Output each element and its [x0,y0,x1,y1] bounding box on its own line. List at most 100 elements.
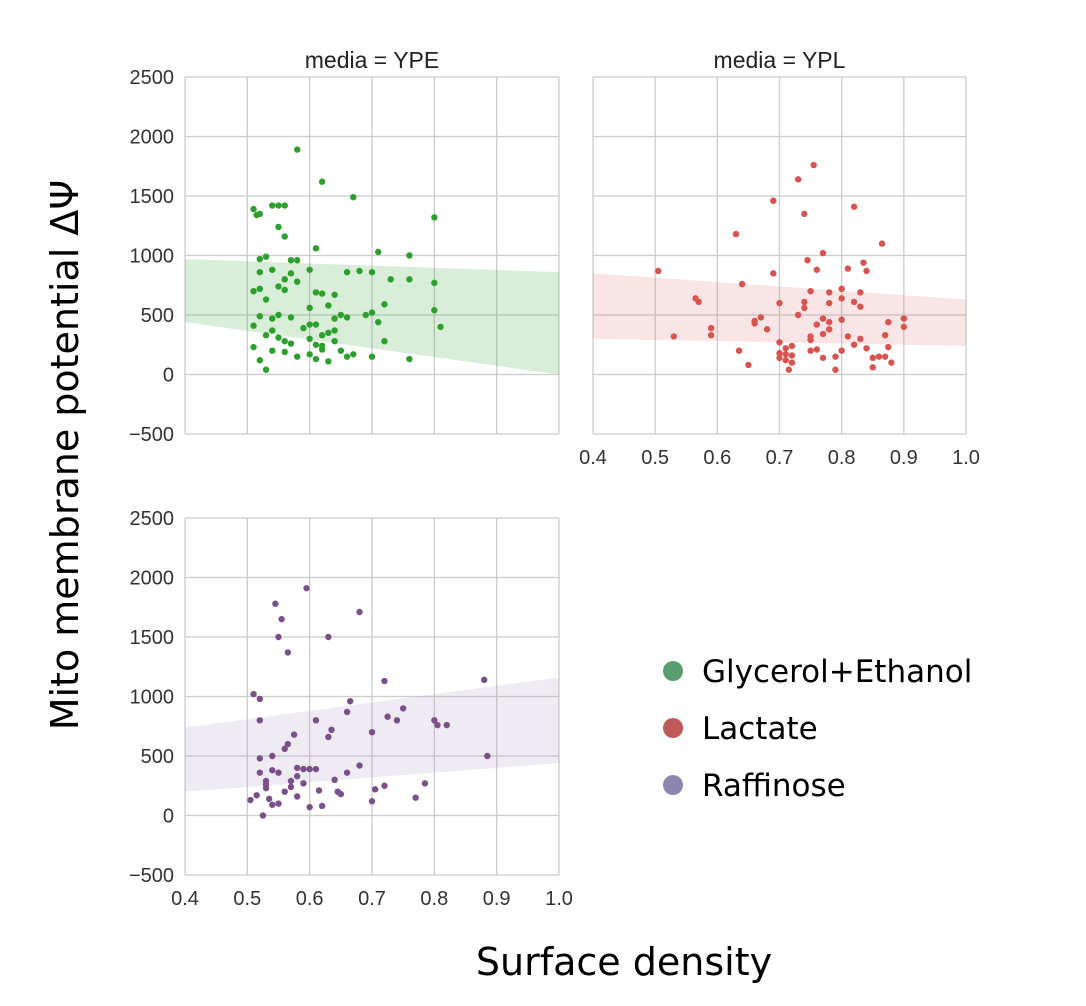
data-point [785,366,793,373]
data-point [346,698,354,705]
data-point [751,320,758,327]
data-point [745,361,752,369]
data-point [838,316,845,323]
data-point [287,257,295,264]
data-point [810,161,817,169]
data-point [819,330,827,338]
data-point [281,745,288,753]
data-point [732,230,740,238]
panel-1: −500 0 500 1000 1500 2000 2500 media = YPE [129,47,560,446]
data-point [655,267,662,275]
data-point [368,729,376,736]
data-point [875,353,883,360]
data-point [262,332,270,339]
data-point [819,315,827,322]
data-point [343,769,351,776]
legend-marker [663,775,683,795]
legend-item: Glycerol+Ethanol [663,654,972,690]
data-point [281,233,288,240]
data-point [860,259,867,266]
data-point [850,203,858,210]
data-point [325,302,332,309]
data-point [247,796,254,804]
y-tick-label: 1000 [130,246,175,268]
data-point [269,315,276,322]
data-point [290,731,298,738]
data-point [294,146,301,153]
data-point [826,326,833,333]
data-point [287,783,295,791]
data-point [281,348,288,356]
x-tick-label: 0.8 [828,447,856,469]
data-point [294,773,301,780]
data-point [312,321,320,328]
data-point [832,353,839,360]
legend: Glycerol+Ethanol Lactate Raffinose [663,654,972,804]
data-point [431,307,438,314]
data-point [757,314,765,321]
data-point [306,335,313,342]
data-point [315,787,323,794]
data-point [356,267,363,275]
legend-label: Lactate [702,711,818,747]
data-point [287,314,295,321]
legend-label: Glycerol+Ethanol [702,654,972,690]
data-point [782,345,789,352]
data-point [318,290,326,297]
data-point [262,366,270,373]
data-point [256,695,263,703]
x-tick-label: 0.5 [233,888,261,910]
data-point [387,276,394,283]
data-point [838,347,845,354]
data-point [275,633,282,641]
data-point [312,289,320,296]
data-point [826,299,833,307]
data-point [262,253,270,260]
data-point [375,248,382,256]
data-point [250,205,257,213]
x-tick-label: 0.7 [358,888,386,910]
data-point [343,268,351,276]
data-point [256,210,263,218]
data-point [312,717,320,724]
data-point [325,733,332,741]
data-point [306,765,313,773]
data-point [782,357,789,364]
data-point [412,794,419,801]
data-point [337,347,345,354]
data-point [312,245,320,252]
x-tick-label: 0.5 [641,447,669,469]
data-point [788,359,796,366]
data-point [368,268,376,276]
data-point [885,318,892,326]
data-point [303,585,310,592]
legend-item: Raffinose [663,768,846,804]
y-tick-label: 500 [141,305,174,327]
data-point [838,285,845,293]
data-point [287,340,295,347]
legend-marker [663,661,683,681]
data-point [826,318,833,326]
data-point [881,353,889,360]
data-point [269,327,276,334]
data-point [250,288,257,295]
data-point [869,364,876,371]
data-point [885,343,892,351]
data-point [437,323,444,331]
data-point [306,351,313,358]
data-point [770,197,777,204]
data-point [306,803,313,811]
data-point [300,324,307,332]
panel-2: 0.4 0.5 0.6 0.7 0.8 0.9 1.0 media = YPL [579,47,980,469]
data-point [838,295,845,302]
data-point [863,267,870,275]
data-point [284,740,292,748]
y-tick-label: 2500 [130,508,175,530]
data-point [832,366,839,373]
data-point [900,323,908,331]
data-point [325,358,332,365]
data-point [256,312,263,320]
data-point [256,268,263,276]
data-point [807,336,814,344]
data-point [857,335,864,342]
